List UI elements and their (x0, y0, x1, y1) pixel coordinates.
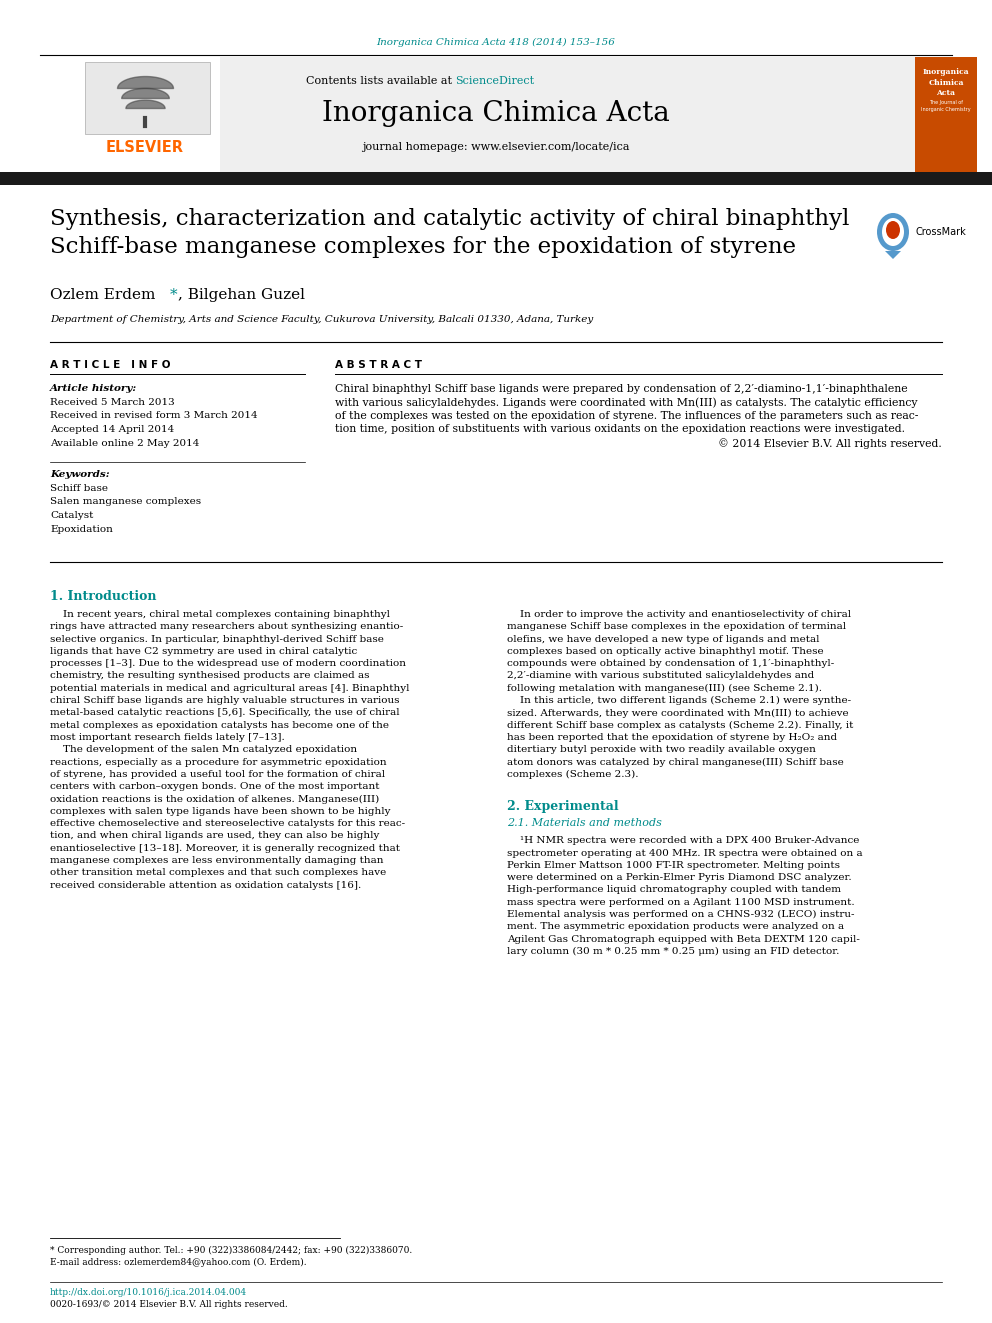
Text: In this article, two different ligands (Scheme 2.1) were synthe-: In this article, two different ligands (… (507, 696, 851, 705)
Text: tion time, position of substituents with various oxidants on the epoxidation rea: tion time, position of substituents with… (335, 425, 905, 434)
Text: Salen manganese complexes: Salen manganese complexes (50, 497, 201, 507)
Text: CrossMark: CrossMark (915, 228, 966, 237)
Text: 2,2′-diamine with various substituted salicylaldehydes and: 2,2′-diamine with various substituted sa… (507, 672, 814, 680)
Text: reactions, especially as a procedure for asymmetric epoxidation: reactions, especially as a procedure for… (50, 758, 387, 766)
Text: 2. Experimental: 2. Experimental (507, 800, 619, 814)
Text: most important research fields lately [7–13].: most important research fields lately [7… (50, 733, 285, 742)
Text: with various salicylaldehydes. Ligands were coordinated with Mn(III) as catalyst: with various salicylaldehydes. Ligands w… (335, 397, 918, 407)
Text: * Corresponding author. Tel.: +90 (322)3386084/2442; fax: +90 (322)3386070.: * Corresponding author. Tel.: +90 (322)3… (50, 1246, 413, 1256)
Ellipse shape (877, 213, 909, 251)
Text: chiral Schiff base ligands are highly valuable structures in various: chiral Schiff base ligands are highly va… (50, 696, 400, 705)
FancyBboxPatch shape (915, 57, 977, 172)
Text: different Schiff base complex as catalysts (Scheme 2.2). Finally, it: different Schiff base complex as catalys… (507, 721, 853, 730)
Text: Chimica: Chimica (929, 79, 964, 87)
Text: lary column (30 m * 0.25 mm * 0.25 μm) using an FID detector.: lary column (30 m * 0.25 mm * 0.25 μm) u… (507, 947, 839, 957)
Text: manganese complexes are less environmentally damaging than: manganese complexes are less environment… (50, 856, 384, 865)
Text: Received 5 March 2013: Received 5 March 2013 (50, 398, 175, 407)
Polygon shape (885, 251, 901, 259)
Text: of the complexes was tested on the epoxidation of styrene. The influences of the: of the complexes was tested on the epoxi… (335, 411, 919, 421)
Text: In order to improve the activity and enantioselectivity of chiral: In order to improve the activity and ena… (507, 610, 851, 619)
Text: Acta: Acta (936, 89, 955, 97)
Text: centers with carbon–oxygen bonds. One of the most important: centers with carbon–oxygen bonds. One of… (50, 782, 380, 791)
Text: has been reported that the epoxidation of styrene by H₂O₂ and: has been reported that the epoxidation o… (507, 733, 837, 742)
Text: http://dx.doi.org/10.1016/j.ica.2014.04.004: http://dx.doi.org/10.1016/j.ica.2014.04.… (50, 1289, 247, 1297)
Text: 0020-1693/© 2014 Elsevier B.V. All rights reserved.: 0020-1693/© 2014 Elsevier B.V. All right… (50, 1301, 288, 1308)
Text: olefins, we have developed a new type of ligands and metal: olefins, we have developed a new type of… (507, 635, 819, 643)
Text: manganese Schiff base complexes in the epoxidation of terminal: manganese Schiff base complexes in the e… (507, 622, 846, 631)
Text: 2.1. Materials and methods: 2.1. Materials and methods (507, 818, 662, 828)
Text: received considerable attention as oxidation catalysts [16].: received considerable attention as oxida… (50, 881, 361, 889)
Text: Chiral binaphthyl Schiff base ligands were prepared by condensation of 2,2′-diam: Chiral binaphthyl Schiff base ligands we… (335, 384, 908, 394)
Text: , Bilgehan Guzel: , Bilgehan Guzel (178, 288, 305, 302)
Text: enantioselective [13–18]. Moreover, it is generally recognized that: enantioselective [13–18]. Moreover, it i… (50, 844, 400, 853)
FancyBboxPatch shape (75, 57, 220, 172)
Text: 1. Introduction: 1. Introduction (50, 590, 157, 603)
Text: ditertiary butyl peroxide with two readily available oxygen: ditertiary butyl peroxide with two readi… (507, 745, 815, 754)
Text: journal homepage: www.elsevier.com/locate/ica: journal homepage: www.elsevier.com/locat… (362, 142, 630, 152)
Text: tion, and when chiral ligands are used, they can also be highly: tion, and when chiral ligands are used, … (50, 831, 379, 840)
Text: Accepted 14 April 2014: Accepted 14 April 2014 (50, 425, 175, 434)
Text: Inorganica: Inorganica (923, 67, 969, 75)
Text: metal complexes as epoxidation catalysts has become one of the: metal complexes as epoxidation catalysts… (50, 721, 389, 730)
Text: spectrometer operating at 400 MHz. IR spectra were obtained on a: spectrometer operating at 400 MHz. IR sp… (507, 848, 863, 857)
Text: A B S T R A C T: A B S T R A C T (335, 360, 422, 370)
Text: potential materials in medical and agricultural areas [4]. Binaphthyl: potential materials in medical and agric… (50, 684, 410, 693)
Text: other transition metal complexes and that such complexes have: other transition metal complexes and tha… (50, 868, 386, 877)
FancyBboxPatch shape (0, 172, 992, 185)
FancyBboxPatch shape (85, 62, 210, 134)
Text: In recent years, chiral metal complexes containing binaphthyl: In recent years, chiral metal complexes … (50, 610, 390, 619)
Text: Inorganica Chimica Acta 418 (2014) 153–156: Inorganica Chimica Acta 418 (2014) 153–1… (377, 38, 615, 48)
Text: ligands that have C2 symmetry are used in chiral catalytic: ligands that have C2 symmetry are used i… (50, 647, 357, 656)
Text: The Journal of: The Journal of (929, 101, 963, 105)
Text: complexes (Scheme 2.3).: complexes (Scheme 2.3). (507, 770, 639, 779)
Text: Catalyst: Catalyst (50, 511, 93, 520)
Text: effective chemoselective and stereoselective catalysts for this reac-: effective chemoselective and stereoselec… (50, 819, 405, 828)
Text: Ozlem Erdem: Ozlem Erdem (50, 288, 161, 302)
Text: A R T I C L E   I N F O: A R T I C L E I N F O (50, 360, 171, 370)
Text: Inorganica Chimica Acta: Inorganica Chimica Acta (322, 101, 670, 127)
Ellipse shape (886, 221, 900, 239)
Text: chemistry, the resulting synthesised products are claimed as: chemistry, the resulting synthesised pro… (50, 672, 369, 680)
Text: Perkin Elmer Mattson 1000 FT-IR spectrometer. Melting points: Perkin Elmer Mattson 1000 FT-IR spectrom… (507, 861, 840, 869)
Text: metal-based catalytic reactions [5,6]. Specifically, the use of chiral: metal-based catalytic reactions [5,6]. S… (50, 708, 400, 717)
Text: ¹H NMR spectra were recorded with a DPX 400 Bruker-Advance: ¹H NMR spectra were recorded with a DPX … (507, 836, 859, 845)
Text: complexes with salen type ligands have been shown to be highly: complexes with salen type ligands have b… (50, 807, 391, 816)
Text: were determined on a Perkin-Elmer Pyris Diamond DSC analyzer.: were determined on a Perkin-Elmer Pyris … (507, 873, 851, 882)
Text: Available online 2 May 2014: Available online 2 May 2014 (50, 438, 199, 447)
Text: ELSEVIER: ELSEVIER (106, 140, 184, 156)
Text: complexes based on optically active binaphthyl motif. These: complexes based on optically active bina… (507, 647, 823, 656)
Text: of styrene, has provided a useful tool for the formation of chiral: of styrene, has provided a useful tool f… (50, 770, 385, 779)
Text: compounds were obtained by condensation of 1,1′-binaphthyl-: compounds were obtained by condensation … (507, 659, 834, 668)
Text: Inorganic Chemistry: Inorganic Chemistry (922, 107, 971, 112)
Text: Article history:: Article history: (50, 384, 137, 393)
Text: © 2014 Elsevier B.V. All rights reserved.: © 2014 Elsevier B.V. All rights reserved… (718, 438, 942, 448)
Text: sized. Afterwards, they were coordinated with Mn(III) to achieve: sized. Afterwards, they were coordinated… (507, 708, 848, 717)
Text: Elemental analysis was performed on a CHNS-932 (LECO) instru-: Elemental analysis was performed on a CH… (507, 910, 854, 919)
Text: Department of Chemistry, Arts and Science Faculty, Cukurova University, Balcali : Department of Chemistry, Arts and Scienc… (50, 315, 593, 324)
FancyBboxPatch shape (75, 57, 915, 172)
Ellipse shape (882, 218, 904, 246)
Text: Synthesis, characterization and catalytic activity of chiral binaphthyl
Schiff-b: Synthesis, characterization and catalyti… (50, 208, 849, 258)
Text: The development of the salen Mn catalyzed epoxidation: The development of the salen Mn catalyze… (50, 745, 357, 754)
Text: processes [1–3]. Due to the widespread use of modern coordination: processes [1–3]. Due to the widespread u… (50, 659, 406, 668)
Text: oxidation reactions is the oxidation of alkenes. Manganese(III): oxidation reactions is the oxidation of … (50, 795, 379, 803)
Text: rings have attracted many researchers about synthesizing enantio-: rings have attracted many researchers ab… (50, 622, 404, 631)
Text: High-performance liquid chromatography coupled with tandem: High-performance liquid chromatography c… (507, 885, 841, 894)
Text: Agilent Gas Chromatograph equipped with Beta DEXTM 120 capil-: Agilent Gas Chromatograph equipped with … (507, 934, 860, 943)
Text: following metalation with manganese(III) (see Scheme 2.1).: following metalation with manganese(III)… (507, 684, 822, 693)
Text: E-mail address: ozlemerdem84@yahoo.com (O. Erdem).: E-mail address: ozlemerdem84@yahoo.com (… (50, 1258, 307, 1267)
Text: ScienceDirect: ScienceDirect (455, 75, 534, 86)
Text: ment. The asymmetric epoxidation products were analyzed on a: ment. The asymmetric epoxidation product… (507, 922, 844, 931)
Text: selective organics. In particular, binaphthyl-derived Schiff base: selective organics. In particular, binap… (50, 635, 384, 643)
Text: Schiff base: Schiff base (50, 484, 108, 493)
Text: mass spectra were performed on a Agilant 1100 MSD instrument.: mass spectra were performed on a Agilant… (507, 898, 855, 906)
Text: *: * (170, 288, 178, 302)
Text: Epoxidation: Epoxidation (50, 524, 113, 533)
Text: Received in revised form 3 March 2014: Received in revised form 3 March 2014 (50, 411, 258, 421)
Text: Keywords:: Keywords: (50, 470, 110, 479)
Text: Contents lists available at: Contents lists available at (306, 75, 455, 86)
Text: atom donors was catalyzed by chiral manganese(III) Schiff base: atom donors was catalyzed by chiral mang… (507, 758, 844, 767)
